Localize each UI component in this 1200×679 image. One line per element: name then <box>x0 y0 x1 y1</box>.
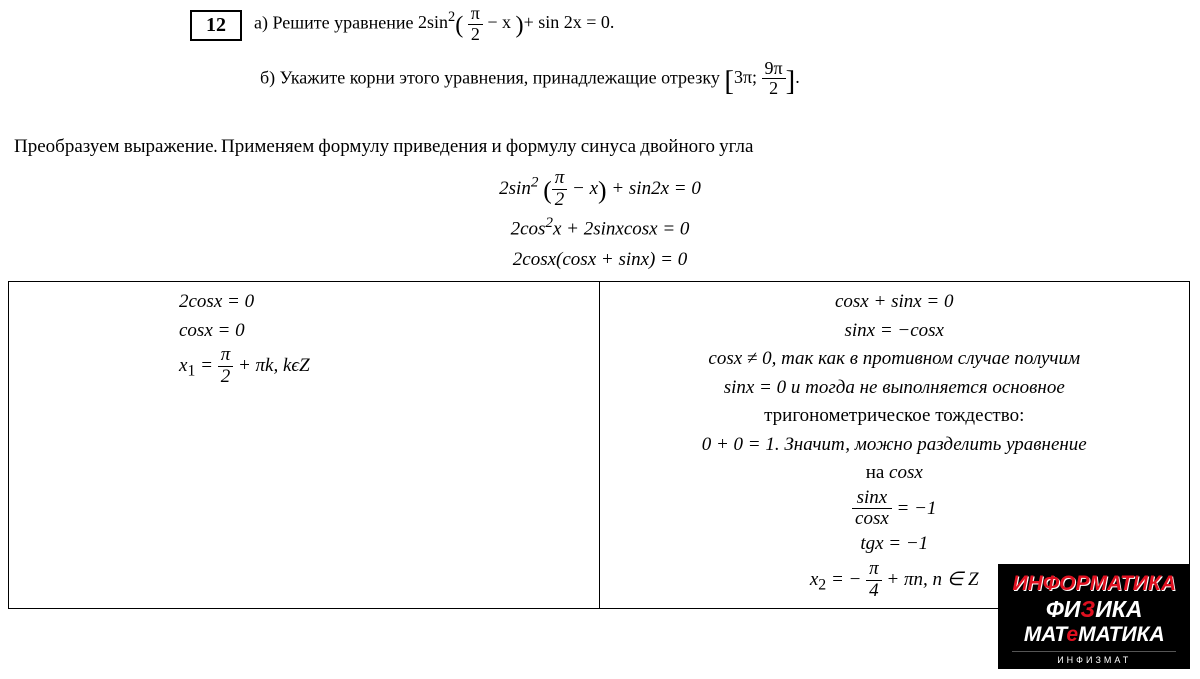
left-l2: cosx = 0 <box>179 317 589 346</box>
logo-infizmat: ИНФОРМАТИКА ФИЗИКА МАТеМАТИКА ИНФИЗМАТ <box>998 564 1190 669</box>
l1a: 2sin <box>499 178 531 199</box>
l2a: 2cos <box>511 218 546 239</box>
frac-pi-2-c: π2 <box>218 345 234 388</box>
tail: + πk, kϵZ <box>233 355 309 376</box>
eq: = − <box>826 569 866 590</box>
problem-row: 12 а) Решите уравнение 2sin2( π2 − x )+ … <box>190 4 1200 45</box>
eq: = <box>195 355 217 376</box>
left-cell: 2cosx = 0 cosx = 0 x1 = π2 + πk, kϵZ <box>9 282 600 609</box>
r1: З <box>1080 596 1095 622</box>
r9: tgx = −1 <box>610 530 1180 559</box>
centered-derivation: 2sin2 (π2 − x) + sin2x = 0 2cos2x + 2sin… <box>0 168 1200 275</box>
eq-mid: − x <box>487 12 511 32</box>
l1b: − x <box>567 178 598 199</box>
frac-sin-cos: sinxcosx <box>852 488 892 531</box>
problem-part-a: а) Решите уравнение 2sin2( π2 − x )+ sin… <box>254 4 614 45</box>
w2: МАТИКА <box>1078 623 1165 646</box>
r5: тригонометрическое тождество: <box>610 402 1180 431</box>
interval: [3π; 9π2]. <box>724 67 799 87</box>
l2b: x + 2sinxcosx = 0 <box>553 218 689 239</box>
num: sinx <box>852 488 892 510</box>
logo-line-3: МАТеМАТИКА <box>1012 623 1176 647</box>
problem-number: 12 <box>190 10 242 41</box>
tail: + πn, n ∈ Z <box>882 569 979 590</box>
part-a-label: а) <box>254 12 268 32</box>
interval-left: 3π; <box>734 67 757 87</box>
part-a-equation: 2sin2( π2 − x )+ sin 2x = 0. <box>418 12 614 32</box>
deriv-line-2: 2cos2x + 2sinxcosx = 0 <box>0 211 1200 245</box>
part-b-text: Укажите корни этого уравнения, принадлеж… <box>280 67 725 87</box>
right-cell: cosx + sinx = 0 sinx = −cosx cosx ≠ 0, т… <box>599 282 1190 609</box>
den: 2 <box>218 367 234 388</box>
left-l1: 2cosx = 0 <box>179 288 589 317</box>
r3: cosx ≠ 0, так как в противном случае пол… <box>610 345 1180 374</box>
logo-line-1: ИНФОРМАТИКА <box>1012 572 1176 596</box>
frac-pi-4: π4 <box>866 559 882 602</box>
den: 2 <box>468 25 483 45</box>
deriv-line-1: 2sin2 (π2 − x) + sin2x = 0 <box>0 168 1200 211</box>
den: 2 <box>552 190 568 211</box>
problem-part-b: б) Укажите корни этого уравнения, принад… <box>260 59 1200 100</box>
l2sup: 2 <box>545 214 553 231</box>
w2: ИКА <box>1095 596 1142 622</box>
r6: 0 + 0 = 1. Значит, можно разделить уравн… <box>610 431 1180 460</box>
r4: sinx = 0 и тогда не выполняется основное <box>610 374 1180 403</box>
frac-pi-2-a: π2 <box>468 4 483 45</box>
solution-table: 2cosx = 0 cosx = 0 x1 = π2 + πk, kϵZ cos… <box>8 281 1190 609</box>
den: cosx <box>852 509 892 530</box>
eq-suffix: + sin 2x = 0. <box>524 12 615 32</box>
r2: sinx = −cosx <box>610 317 1180 346</box>
left-l3: x1 = π2 + πk, kϵZ <box>179 345 589 388</box>
num: 9π <box>762 59 786 80</box>
logo-subtitle: ИНФИЗМАТ <box>1012 651 1176 665</box>
r1: е <box>1066 623 1078 646</box>
frac-9pi-2: 9π2 <box>762 59 786 100</box>
w1: МАТ <box>1024 623 1067 646</box>
deriv-line-3: 2cosx(cosx + sinx) = 0 <box>0 245 1200 275</box>
r1: cosx + sinx = 0 <box>610 288 1180 317</box>
l1c: + sin2x = 0 <box>607 178 701 199</box>
part-b-label: б) <box>260 67 275 87</box>
num: π <box>468 4 483 25</box>
intro-text: Преобразуем выражение. Применяем формулу… <box>14 135 1200 158</box>
eq: = −1 <box>892 497 937 518</box>
num: π <box>552 168 568 190</box>
eq-prefix: 2sin <box>418 12 448 32</box>
r7: на cosx <box>610 459 1180 488</box>
r8: sinxcosx = −1 <box>610 488 1180 531</box>
den: 4 <box>866 581 882 602</box>
frac-pi-2-b: π2 <box>552 168 568 211</box>
part-a-text: Решите уравнение <box>272 12 417 32</box>
w1: ФИ <box>1046 596 1081 622</box>
num: π <box>218 345 234 367</box>
den: 2 <box>762 79 786 99</box>
logo-line-2: ФИЗИКА <box>1012 596 1176 622</box>
num: π <box>866 559 882 581</box>
l1sup: 2 <box>531 174 539 191</box>
